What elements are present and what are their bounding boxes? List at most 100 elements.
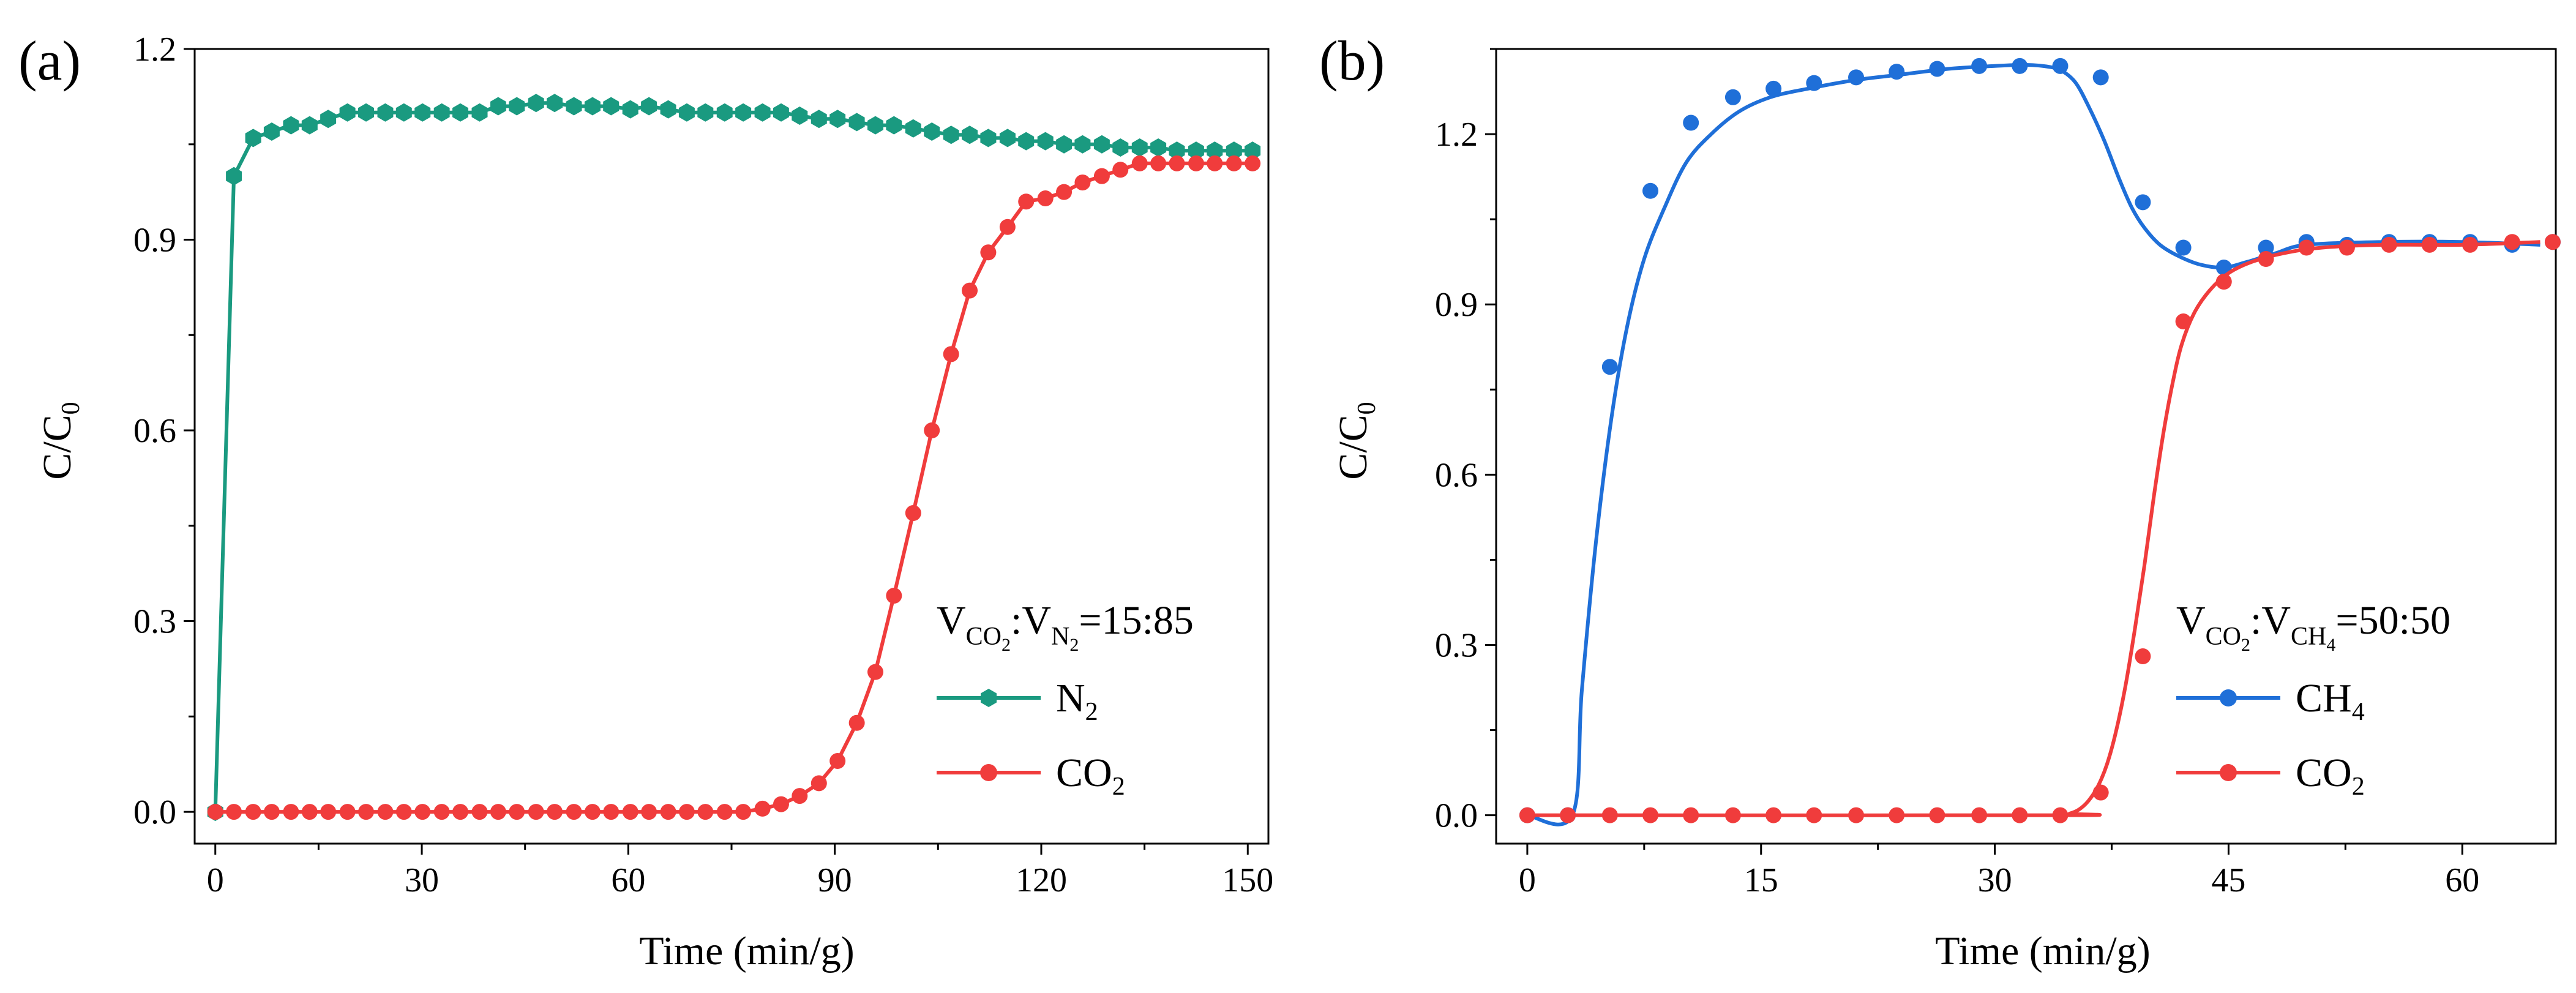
panel-b-plot-frame: [1495, 48, 2557, 845]
panel-b-point-co2: [2175, 313, 2192, 330]
panel-a-point-n2: [622, 100, 638, 119]
panel-a-point-n2: [245, 129, 261, 148]
panel-b-series-line-co2: [1527, 240, 2540, 817]
panel-a-point-co2: [792, 788, 808, 804]
panel-b-point-ch4: [1806, 75, 1822, 91]
panel-a-point-n2: [226, 167, 242, 185]
panel-a-gas-ratio-annotation: VCO2:VN2=15:85: [937, 598, 1194, 655]
panel-a-point-co2: [528, 804, 544, 820]
panel-a-legend-item-n2: N2: [937, 676, 1098, 726]
panel-a-point-n2: [962, 126, 978, 144]
panel-a-point-n2: [829, 110, 846, 129]
panel-a-point-co2: [245, 804, 261, 820]
panel-a-y-tick-label: 0.9: [133, 222, 176, 260]
panel-a-point-n2: [566, 97, 582, 116]
panel-a-legend-marker-co2: [980, 764, 997, 781]
panel-b-point-ch4: [1971, 58, 1988, 74]
panel-b-point-co2: [2338, 239, 2355, 256]
panel-a-point-co2: [867, 664, 883, 680]
panel-b-plot: 0 15 30 45 60 0.0 0.3 0.6 0.9 1.2: [1435, 48, 2561, 899]
panel-a-point-n2: [320, 110, 337, 129]
panel-b-point-co2: [2504, 234, 2520, 250]
panel-a-point-co2: [1226, 155, 1242, 171]
panel-a-x-tick-label: 30: [405, 861, 439, 899]
panel-b-y-tick-label: 0.3: [1435, 627, 1478, 665]
panel-b-annot-v1: V: [2176, 598, 2206, 643]
panel-a-point-co2: [999, 219, 1016, 235]
panel-b-point-co2: [1724, 807, 1741, 823]
panel-b-legend-label-co2: CO2: [2296, 751, 2365, 801]
panel-a-point-co2: [566, 804, 582, 820]
panel-a-point-n2: [509, 97, 525, 116]
panel-a-point-co2: [414, 804, 431, 820]
panel-a-point-n2: [792, 107, 808, 125]
panel-b-legend: CH4 CO2: [2176, 676, 2365, 801]
panel-b-point-co2: [1519, 807, 1535, 823]
panel-a-point-n2: [999, 129, 1016, 148]
panel-b-point-co2: [1806, 807, 1822, 823]
panel-a-point-n2: [1056, 135, 1073, 154]
panel-a-x-tick-label: 0: [207, 861, 224, 899]
panel-b-legend-co2-sub: 2: [2352, 773, 2365, 801]
panel-a-point-co2: [1169, 155, 1185, 171]
panel-a-point-co2: [943, 346, 959, 362]
panel-b-point-co2: [2135, 648, 2151, 665]
panel-a-point-n2: [603, 97, 620, 116]
panel-b-annot-sub2: CH: [2291, 623, 2326, 651]
panel-b-y-axis-title: C/C0: [1331, 402, 1381, 479]
panel-b-y-axis-title-sub: 0: [1353, 402, 1381, 414]
panel-a-annot-sub1b: 2: [1002, 635, 1011, 655]
panel-a-point-n2: [1131, 138, 1148, 157]
panel-b-legend-marker-co2: [2220, 764, 2237, 781]
panel-b-y-tick-label: 0.9: [1435, 286, 1478, 324]
panel-a-point-co2: [1131, 155, 1148, 171]
panel-a-point-n2: [490, 97, 506, 116]
panel-b-legend-ch4-sub: 4: [2352, 698, 2365, 726]
panel-b-legend-ch4-main: CH: [2296, 676, 2352, 721]
panel-a-point-n2: [980, 129, 997, 148]
panel-a-point-co2: [490, 804, 506, 820]
panel-a-point-n2: [754, 103, 771, 122]
panel-b-legend-marker-ch4: [2220, 689, 2237, 706]
panel-a-point-co2: [433, 804, 450, 820]
panel-b-point-ch4: [1724, 89, 1741, 105]
panel-a-point-n2: [377, 103, 394, 122]
panel-b-x-tick-label: 15: [1744, 861, 1778, 899]
panel-a-point-n2: [1018, 132, 1035, 151]
panel-b-annot-ratio: =50:50: [2335, 598, 2451, 643]
panel-a-point-co2: [1037, 190, 1054, 207]
panel-a-point-n2: [547, 94, 563, 113]
panel-b-point-co2: [1642, 807, 1659, 823]
panel-a-point-n2: [1150, 138, 1167, 157]
panel-a-point-co2: [660, 804, 676, 820]
panel-b: (b) 0 15 30 45 60 0.0 0.3 0.6 0.9 1.2 Time (min/g…: [1319, 29, 2561, 973]
panel-b-point-co2: [2544, 234, 2561, 250]
panel-a-point-co2: [509, 804, 525, 820]
panel-a-point-n2: [414, 103, 431, 122]
panel-b-x-tick-label: 0: [1519, 861, 1536, 899]
panel-a-point-co2: [395, 804, 412, 820]
panel-a-point-co2: [283, 804, 299, 820]
panel-b-legend-item-co2: CO2: [2176, 751, 2365, 801]
panel-a-point-co2: [263, 804, 280, 820]
panel-a-y-tick-label: 1.2: [133, 31, 176, 69]
panel-a-y-axis-title: C/C0: [35, 402, 85, 479]
panel-a-x-tick-label: 150: [1222, 861, 1273, 899]
panel-b-point-ch4: [1683, 114, 1699, 131]
panel-b-annot-v2: :V: [2250, 598, 2291, 643]
panel-a-legend-marker-n2: [981, 689, 997, 707]
panel-a-point-n2: [584, 97, 601, 116]
panel-a-point-co2: [1093, 168, 1110, 184]
panel-b-point-co2: [2298, 239, 2315, 256]
panel-a-point-co2: [301, 804, 318, 820]
panel-a-point-n2: [528, 94, 544, 113]
panel-b-x-tick-label: 60: [2445, 861, 2479, 899]
panel-a-point-co2: [603, 804, 620, 820]
panel-a-point-co2: [716, 804, 733, 820]
panel-b-y-tick-label: 0.6: [1435, 456, 1478, 494]
panel-b-point-co2: [1560, 807, 1576, 823]
panel-a-point-co2: [1207, 155, 1223, 171]
panel-a-point-n2: [283, 116, 299, 135]
